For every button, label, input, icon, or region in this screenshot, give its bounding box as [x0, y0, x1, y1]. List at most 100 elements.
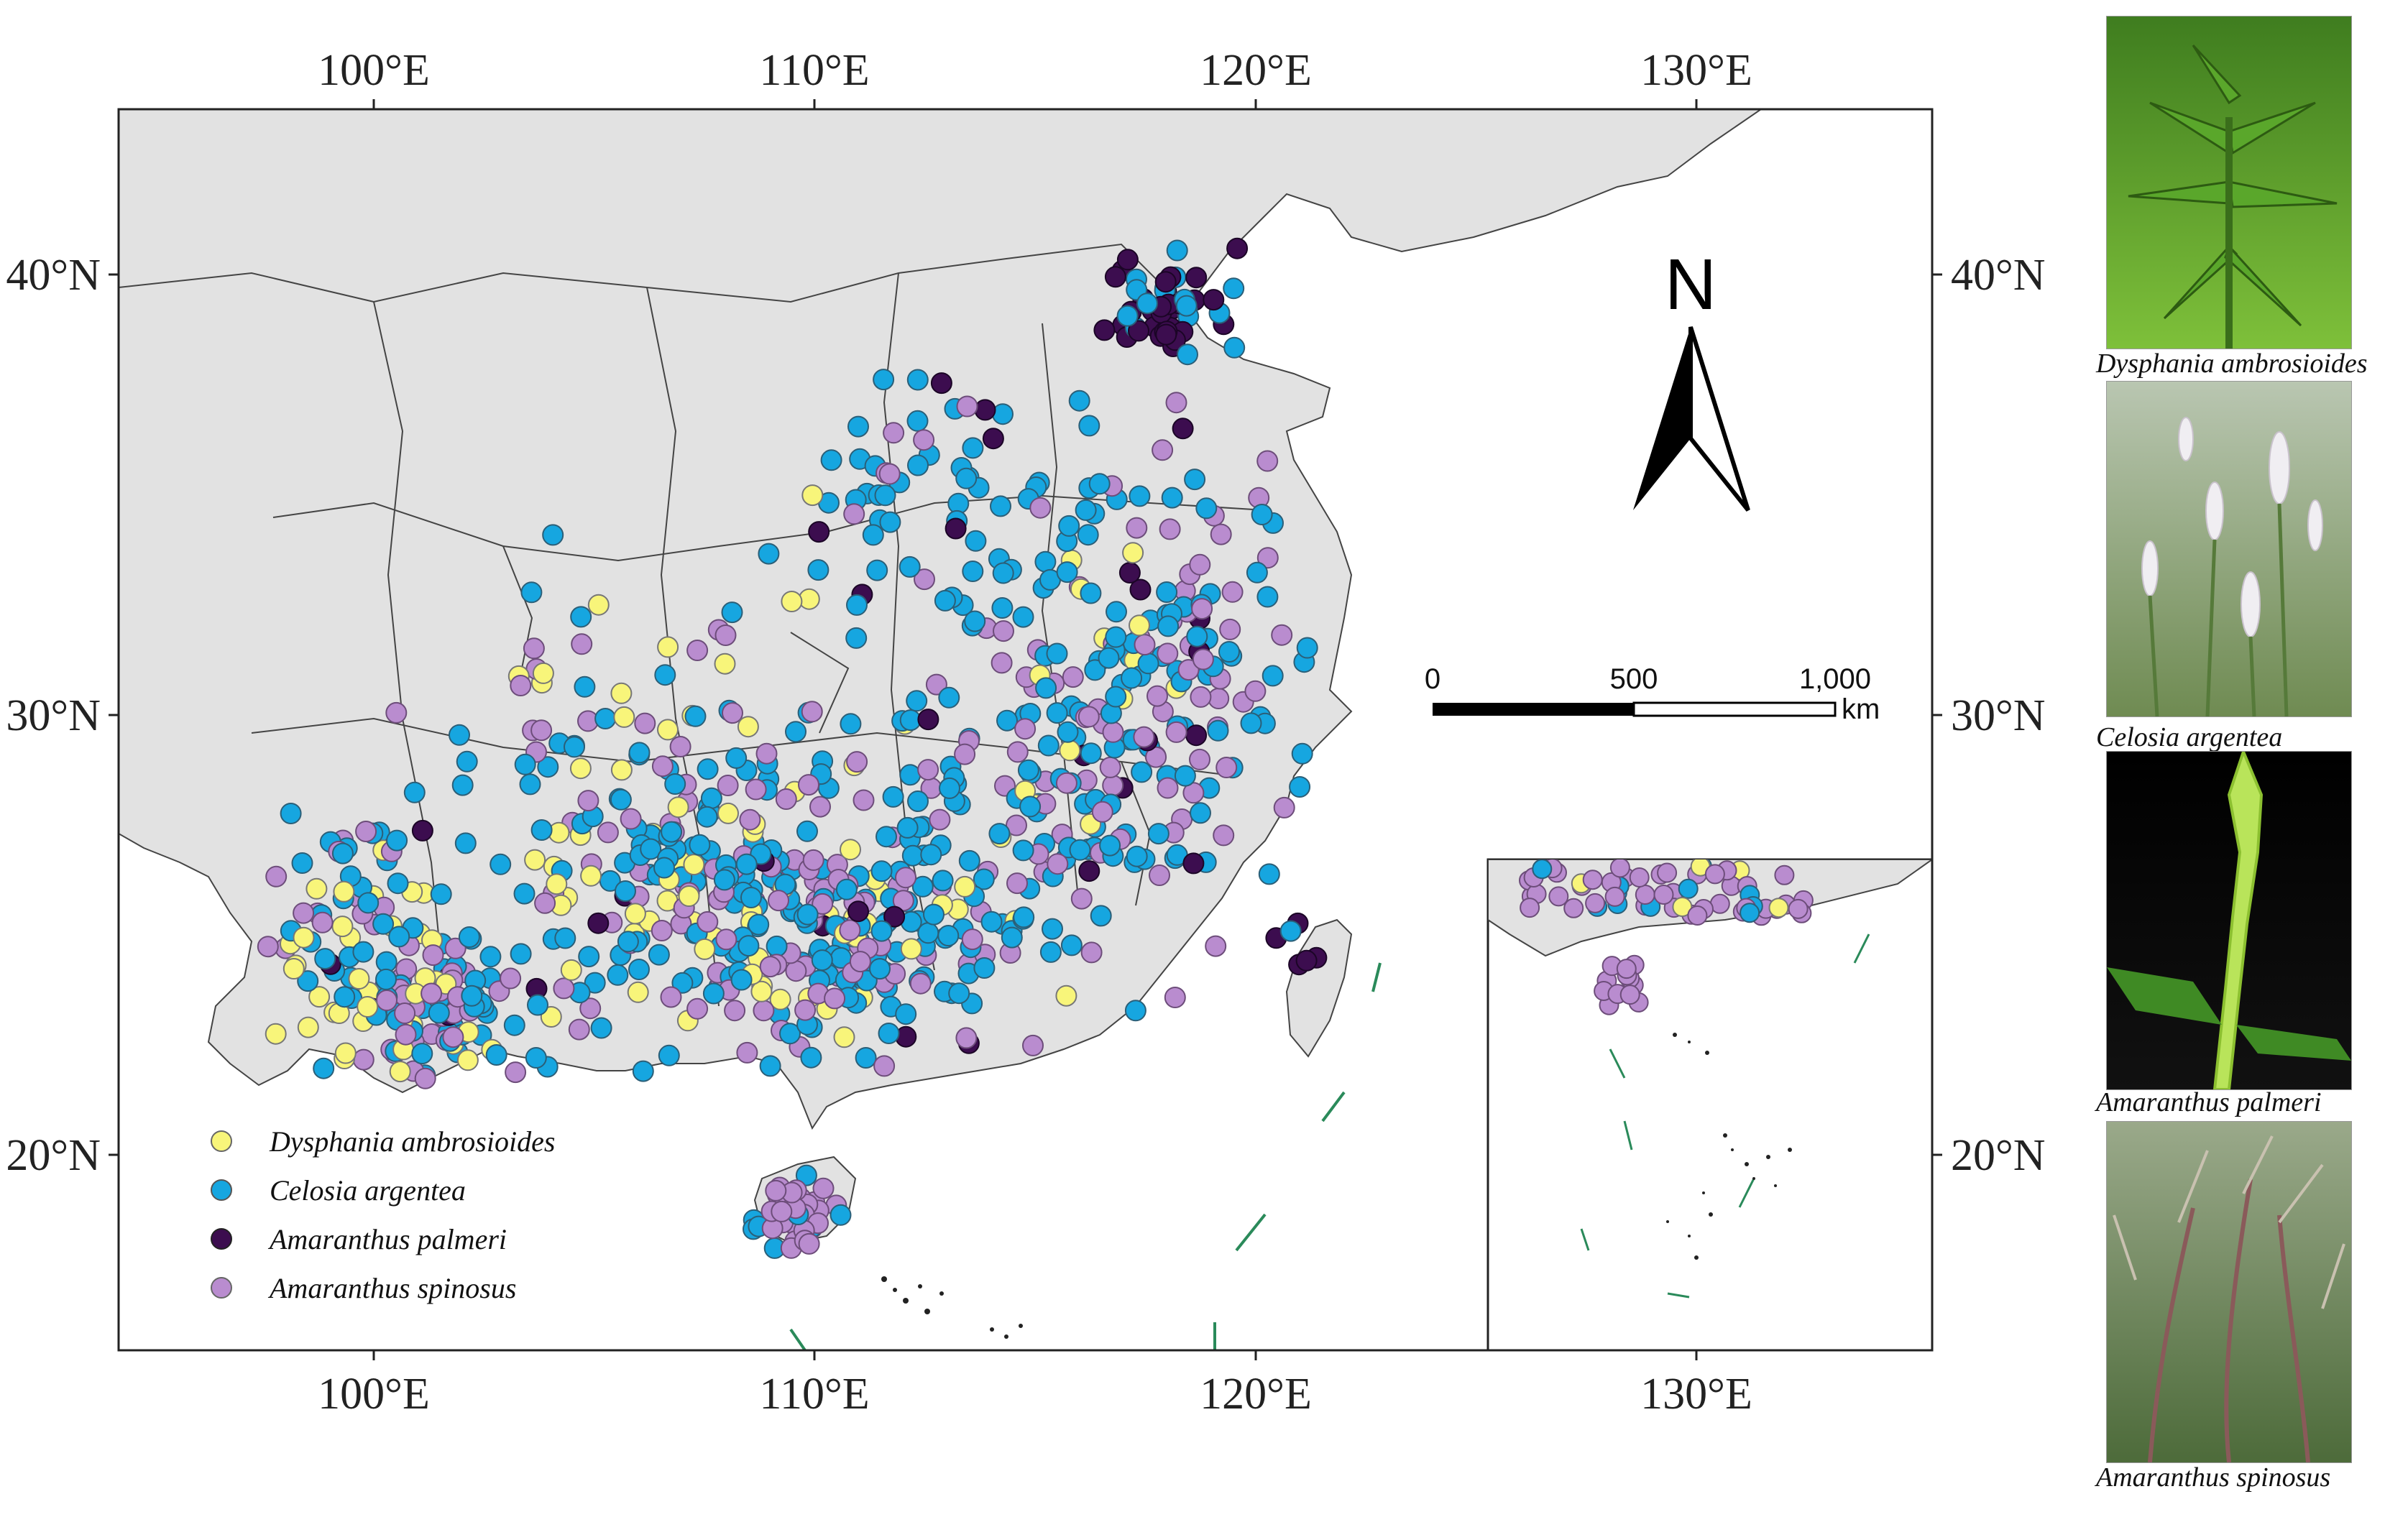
occurrence-point	[923, 903, 945, 926]
occurrence-point	[1084, 659, 1106, 681]
occurrence-point	[717, 802, 739, 824]
occurrence-point	[785, 721, 807, 743]
lat-labels-left: 40°N 30°N 20°N	[6, 251, 101, 1180]
lon-label: 120°E	[1200, 46, 1312, 95]
occurrence-point	[812, 1177, 835, 1199]
occurrence-point	[1128, 320, 1149, 342]
occurrence-point	[840, 713, 862, 735]
occurrence-point	[1102, 721, 1124, 743]
occurrence-point	[1046, 702, 1068, 724]
occurrence-point	[796, 820, 818, 842]
occurrence-point	[785, 960, 807, 982]
occurrence-point	[1157, 642, 1179, 665]
occurrence-point	[297, 970, 319, 992]
occurrence-point	[840, 839, 861, 861]
occurrence-point	[456, 1049, 479, 1071]
occurrence-point	[906, 690, 928, 712]
photo-celosia	[2106, 381, 2352, 717]
occurrence-point	[594, 708, 617, 729]
inset-occurrence-point	[1768, 898, 1789, 918]
occurrence-point	[1017, 759, 1039, 781]
inset-occurrence-point	[1788, 898, 1809, 919]
occurrence-point	[577, 790, 599, 812]
occurrence-point	[530, 819, 553, 841]
lon-label: 100°E	[318, 1370, 430, 1419]
scale-unit: km	[1842, 693, 1880, 725]
occurrence-point	[849, 951, 871, 973]
occurrence-point	[1165, 392, 1187, 414]
occurrence-point	[735, 853, 758, 875]
occurrence-point	[574, 675, 596, 698]
occurrence-point	[870, 860, 893, 882]
occurrence-point	[678, 885, 700, 907]
occurrence-point	[847, 415, 869, 438]
photo-dysphania	[2106, 16, 2352, 349]
occurrence-point	[372, 913, 395, 935]
occurrence-points	[257, 237, 1328, 1259]
occurrence-point	[697, 758, 719, 780]
occurrence-point	[610, 682, 633, 704]
occurrence-point	[1062, 666, 1084, 688]
occurrence-point	[866, 559, 888, 581]
inset-occurrence-point	[1678, 878, 1699, 899]
occurrence-point	[1291, 742, 1313, 765]
occurrence-point	[925, 673, 947, 696]
occurrence-point	[1035, 677, 1057, 699]
occurrence-point	[795, 1164, 817, 1186]
occurrence-point	[1166, 239, 1188, 262]
occurrence-point	[624, 903, 646, 925]
inset-occurrence-point	[1582, 870, 1603, 890]
occurrence-point	[1271, 624, 1293, 646]
occurrence-point	[1189, 748, 1210, 770]
occurrence-point	[1208, 688, 1230, 709]
occurrence-point	[546, 873, 568, 895]
lat-label: 30°N	[6, 691, 101, 740]
occurrence-point	[713, 869, 735, 891]
occurrence-point	[1012, 839, 1034, 862]
occurrence-point	[1075, 499, 1097, 521]
occurrence-point	[750, 980, 773, 1002]
occurrence-point	[876, 826, 897, 848]
mainland-landmass	[119, 109, 1763, 1130]
occurrence-point	[870, 920, 893, 942]
occurrence-point	[1070, 887, 1093, 910]
north-arrow: N	[1633, 244, 1750, 512]
occurrence-point	[939, 777, 960, 799]
occurrence-point	[571, 633, 593, 655]
occurrence-point	[671, 972, 694, 994]
occurrence-point	[1129, 578, 1152, 601]
occurrence-point	[421, 982, 443, 1005]
occurrence-point	[352, 941, 374, 963]
occurrence-point	[736, 1041, 758, 1064]
occurrence-point	[525, 1047, 547, 1069]
occurrence-point	[800, 1046, 822, 1069]
occurrence-point	[1210, 523, 1232, 545]
occurrence-point	[973, 957, 996, 979]
occurrence-point	[348, 968, 370, 990]
occurrence-point	[634, 712, 656, 734]
occurrence-point	[1078, 415, 1100, 437]
occurrence-point	[1133, 726, 1155, 748]
occurrence-point	[954, 875, 976, 898]
occurrence-point	[1134, 634, 1156, 656]
occurrence-point	[564, 736, 585, 758]
inset-occurrence-point	[1616, 959, 1637, 979]
occurrence-point	[765, 1179, 787, 1202]
occurrence-point	[530, 719, 553, 742]
occurrence-point	[811, 949, 833, 972]
occurrence-point	[689, 834, 711, 856]
occurrence-point	[334, 986, 356, 1008]
occurrence-point	[934, 589, 956, 612]
occurrence-point	[1042, 918, 1063, 940]
occurrence-point	[801, 484, 824, 507]
occurrence-point	[451, 774, 474, 796]
occurrence-point	[422, 944, 444, 967]
inset-occurrence-point	[1635, 885, 1655, 905]
occurrence-point	[510, 675, 532, 696]
occurrence-point	[1190, 686, 1212, 708]
occurrence-point	[1126, 845, 1148, 867]
occurrence-point	[628, 959, 650, 980]
occurrence-point	[587, 912, 610, 934]
occurrence-point	[956, 395, 978, 418]
